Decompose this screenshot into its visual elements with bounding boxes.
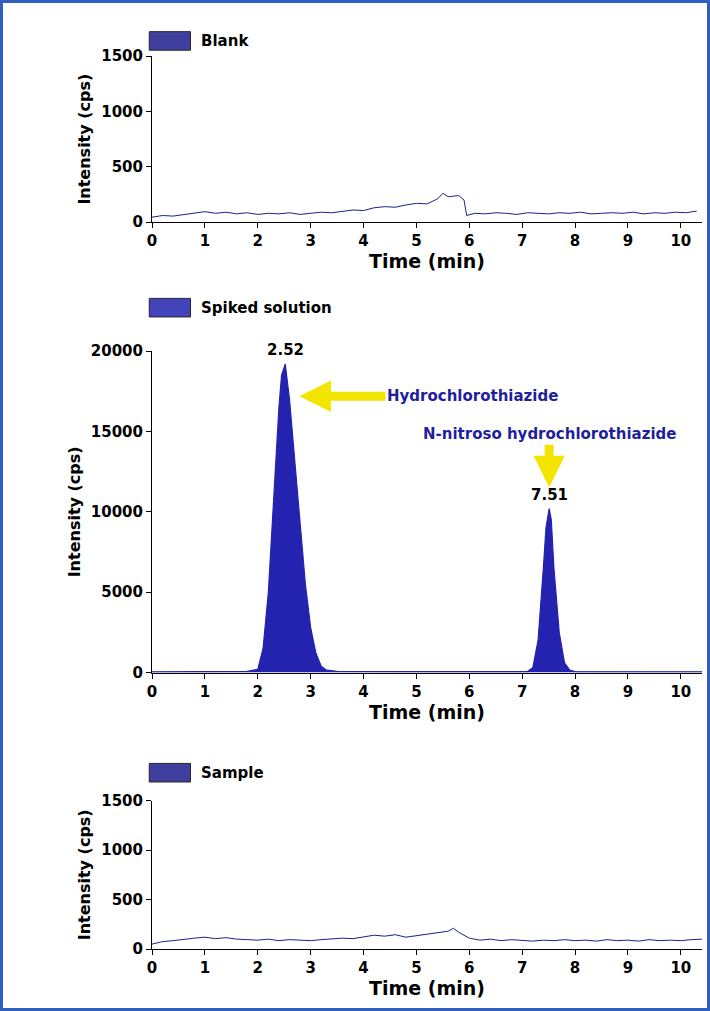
svg-text:Time (min): Time (min) bbox=[369, 250, 485, 272]
svg-text:7: 7 bbox=[517, 959, 527, 977]
svg-text:Sample: Sample bbox=[201, 764, 264, 782]
svg-text:0: 0 bbox=[133, 664, 143, 682]
svg-text:7.51: 7.51 bbox=[531, 486, 568, 504]
svg-text:8: 8 bbox=[570, 959, 580, 977]
svg-text:Intensity (cps): Intensity (cps) bbox=[65, 446, 84, 577]
svg-text:4: 4 bbox=[358, 232, 368, 250]
svg-text:500: 500 bbox=[112, 891, 143, 909]
svg-text:1000: 1000 bbox=[101, 841, 143, 859]
svg-text:10000: 10000 bbox=[91, 503, 143, 521]
svg-text:Spiked solution: Spiked solution bbox=[201, 299, 332, 317]
svg-text:7: 7 bbox=[517, 683, 527, 701]
svg-text:3: 3 bbox=[305, 683, 315, 701]
svg-text:2.52: 2.52 bbox=[267, 341, 304, 359]
svg-text:4: 4 bbox=[358, 959, 368, 977]
svg-text:5: 5 bbox=[411, 232, 421, 250]
svg-text:0: 0 bbox=[147, 959, 157, 977]
svg-text:1: 1 bbox=[200, 683, 210, 701]
svg-text:5: 5 bbox=[411, 683, 421, 701]
svg-text:3: 3 bbox=[305, 959, 315, 977]
svg-text:Hydrochlorothiazide: Hydrochlorothiazide bbox=[387, 387, 558, 405]
svg-text:Time (min): Time (min) bbox=[369, 701, 485, 723]
svg-text:10: 10 bbox=[670, 232, 691, 250]
svg-text:0: 0 bbox=[147, 232, 157, 250]
svg-text:0: 0 bbox=[133, 213, 143, 231]
svg-text:6: 6 bbox=[464, 683, 474, 701]
svg-text:1: 1 bbox=[200, 232, 210, 250]
svg-text:500: 500 bbox=[112, 158, 143, 176]
svg-text:Intensity (cps): Intensity (cps) bbox=[75, 809, 94, 940]
svg-text:1500: 1500 bbox=[101, 792, 143, 810]
svg-text:2: 2 bbox=[253, 232, 263, 250]
svg-text:0: 0 bbox=[147, 683, 157, 701]
svg-text:9: 9 bbox=[623, 683, 633, 701]
svg-text:10: 10 bbox=[670, 959, 691, 977]
svg-text:Blank: Blank bbox=[201, 32, 249, 50]
svg-text:3: 3 bbox=[305, 232, 315, 250]
svg-text:6: 6 bbox=[464, 959, 474, 977]
svg-text:5: 5 bbox=[411, 959, 421, 977]
svg-text:7: 7 bbox=[517, 232, 527, 250]
svg-text:10: 10 bbox=[670, 683, 691, 701]
svg-text:6: 6 bbox=[464, 232, 474, 250]
svg-text:1: 1 bbox=[200, 959, 210, 977]
svg-text:Time (min): Time (min) bbox=[369, 977, 485, 999]
svg-text:20000: 20000 bbox=[91, 342, 143, 360]
svg-text:2: 2 bbox=[253, 959, 263, 977]
svg-text:Intensity (cps): Intensity (cps) bbox=[75, 74, 94, 205]
svg-text:5000: 5000 bbox=[101, 583, 143, 601]
svg-text:1500: 1500 bbox=[101, 47, 143, 65]
svg-text:9: 9 bbox=[623, 959, 633, 977]
svg-text:1000: 1000 bbox=[101, 103, 143, 121]
svg-text:15000: 15000 bbox=[91, 423, 143, 441]
svg-text:9: 9 bbox=[623, 232, 633, 250]
svg-text:4: 4 bbox=[358, 683, 368, 701]
svg-text:8: 8 bbox=[570, 232, 580, 250]
svg-text:8: 8 bbox=[570, 683, 580, 701]
svg-text:0: 0 bbox=[133, 940, 143, 958]
svg-text:2: 2 bbox=[253, 683, 263, 701]
svg-text:N-nitroso hydrochlorothiazide: N-nitroso hydrochlorothiazide bbox=[423, 425, 676, 443]
